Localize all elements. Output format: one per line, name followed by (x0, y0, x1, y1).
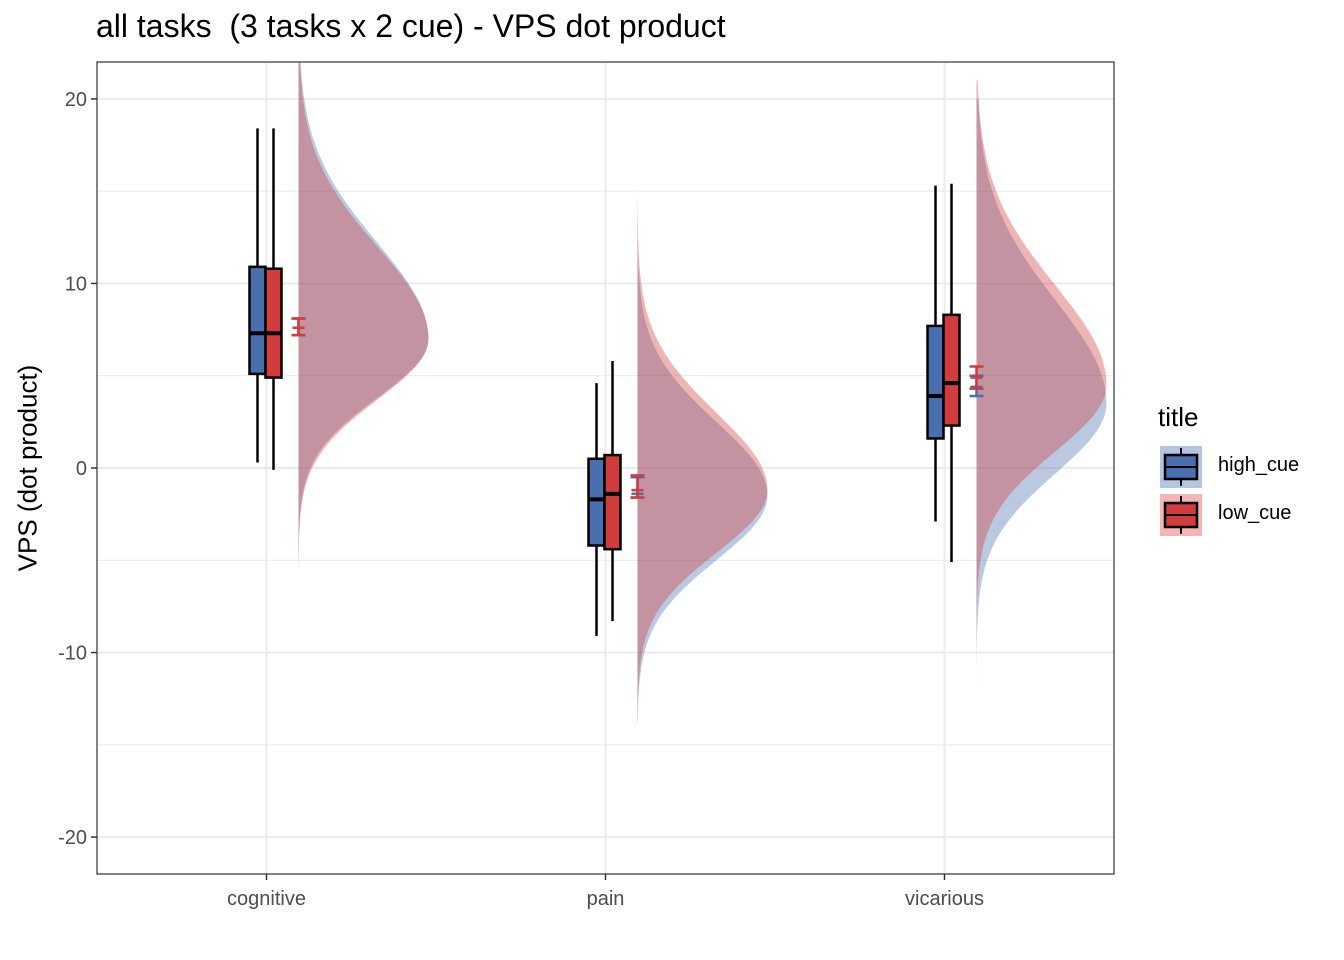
legend-label-high-cue: high_cue (1218, 454, 1300, 476)
box-layer (248, 128, 961, 636)
box-low_cue-pain (603, 453, 622, 551)
x-tick-label-vicarious: vicarious (905, 888, 984, 910)
grid-layer (97, 62, 1114, 874)
y-tick-label: -20 (58, 827, 87, 849)
density-low_cue-pain (637, 181, 768, 718)
y-tick-label: 0 (76, 458, 87, 480)
box-low_cue-cognitive (264, 267, 283, 379)
box-high_cue-cognitive (248, 265, 267, 376)
x-tick-label-pain: pain (587, 888, 625, 910)
y-tick-label: 10 (65, 273, 87, 295)
box-low_cue-vicarious (942, 313, 961, 427)
y-tick-label: -10 (58, 643, 87, 665)
density-high_cue-pain (637, 181, 768, 723)
box-high_cue-vicarious (926, 324, 945, 440)
mean-layer (291, 317, 984, 499)
chart-title: all tasks (3 tasks x 2 cue) - VPS dot pr… (96, 8, 726, 44)
density-low_cue-cognitive (298, 62, 429, 570)
legend-title: title (1158, 402, 1199, 432)
density-high_cue-cognitive (298, 62, 429, 564)
box-high_cue-pain (587, 457, 606, 547)
density-low_cue-vicarious (976, 80, 1107, 662)
axis-layer: -20 -10 0 10 20 cognitive pain vicarious (58, 89, 984, 910)
legend-layer (1160, 446, 1202, 536)
legend-label-low-cue: low_cue (1218, 502, 1292, 524)
density-high_cue-vicarious (976, 98, 1107, 786)
density-layer (298, 62, 1107, 786)
y-tick-label: 20 (65, 89, 87, 111)
x-tick-label-cognitive: cognitive (227, 888, 306, 910)
